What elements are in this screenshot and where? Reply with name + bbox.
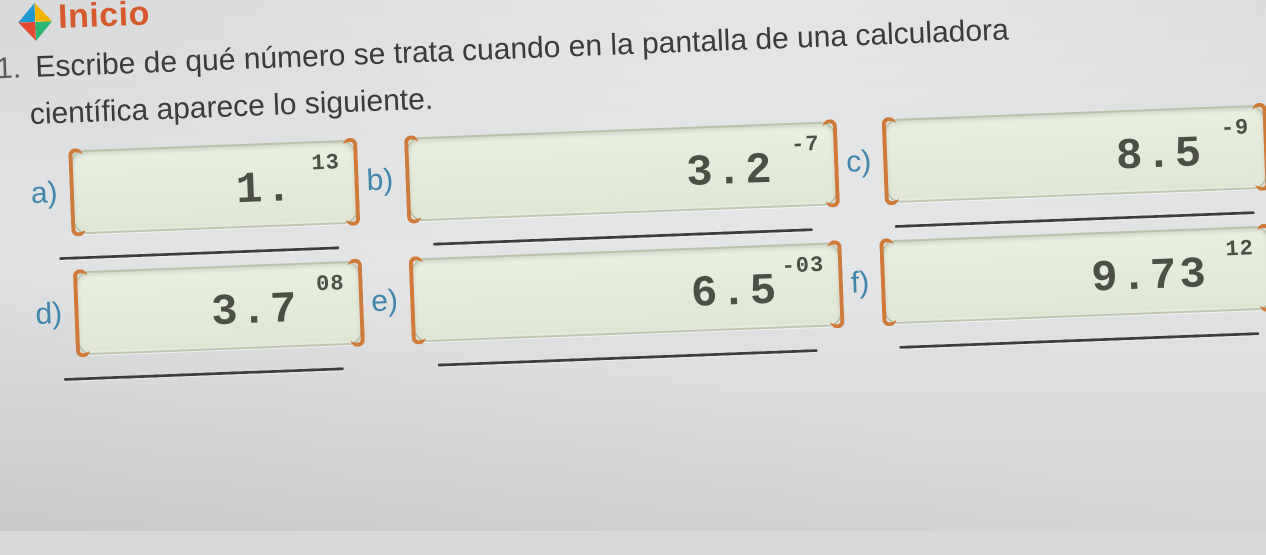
question-number: 1. — [0, 45, 22, 92]
item-letter: e) — [371, 284, 399, 319]
answer-blank[interactable] — [899, 332, 1259, 349]
display-mantissa: 6.5 — [690, 267, 780, 320]
display-bracket-icon — [1252, 103, 1266, 191]
item-letter: d) — [35, 297, 63, 332]
item-f: f) 9.73 12 — [849, 226, 1266, 351]
display-exponent: -7 — [791, 132, 820, 158]
item-a: a) 1. 13 — [29, 140, 359, 261]
answer-blank[interactable] — [438, 349, 818, 367]
calculator-display: 3.2 -7 — [406, 121, 838, 221]
display-mantissa: 1. — [235, 164, 296, 216]
answer-blank[interactable] — [895, 211, 1255, 228]
items-grid: a) 1. 13 b) 3.2 -7 — [29, 105, 1255, 382]
item-e: e) 6.5 -03 — [370, 242, 844, 369]
display-exponent: -9 — [1220, 115, 1249, 141]
display-mantissa: 8.5 — [1115, 129, 1205, 182]
display-bracket-icon — [408, 256, 425, 344]
display-bracket-icon — [73, 269, 90, 357]
item-b: b) 3.2 -7 — [365, 121, 839, 248]
item-c: c) 8.5 -9 — [845, 105, 1266, 230]
display-mantissa: 3.2 — [685, 146, 775, 199]
calculator-display: 9.73 12 — [882, 226, 1266, 325]
display-bracket-icon — [68, 148, 85, 236]
item-letter: c) — [846, 145, 872, 180]
display-exponent: 08 — [316, 271, 345, 297]
display-mantissa: 9.73 — [1090, 250, 1209, 304]
calculator-display: 1. 13 — [70, 140, 358, 235]
display-bracket-icon — [880, 238, 897, 326]
item-letter: f) — [850, 266, 870, 301]
display-exponent: 12 — [1225, 236, 1254, 262]
answer-blank[interactable] — [64, 367, 344, 381]
calculator-display: 3.7 08 — [75, 261, 363, 356]
answer-blank[interactable] — [433, 228, 813, 246]
item-letter: b) — [366, 163, 394, 198]
item-d: d) 3.7 08 — [34, 261, 364, 382]
section-logo-icon — [18, 2, 53, 41]
display-bracket-icon — [404, 135, 421, 223]
worksheet-page: Inicio 1. Escribe de qué número se trata… — [0, 0, 1266, 555]
display-bracket-icon — [827, 240, 844, 328]
display-bracket-icon — [1257, 224, 1266, 312]
display-mantissa: 3.7 — [210, 285, 300, 338]
calculator-display: 8.5 -9 — [884, 105, 1266, 204]
display-bracket-icon — [882, 117, 899, 205]
display-exponent: -03 — [781, 253, 825, 280]
display-exponent: 13 — [311, 150, 340, 176]
display-bracket-icon — [343, 138, 360, 226]
display-bracket-icon — [348, 258, 365, 346]
section-title: Inicio — [57, 0, 150, 34]
answer-blank[interactable] — [59, 246, 339, 260]
display-bracket-icon — [823, 119, 840, 207]
calculator-display: 6.5 -03 — [410, 242, 842, 342]
item-letter: a) — [30, 176, 58, 211]
